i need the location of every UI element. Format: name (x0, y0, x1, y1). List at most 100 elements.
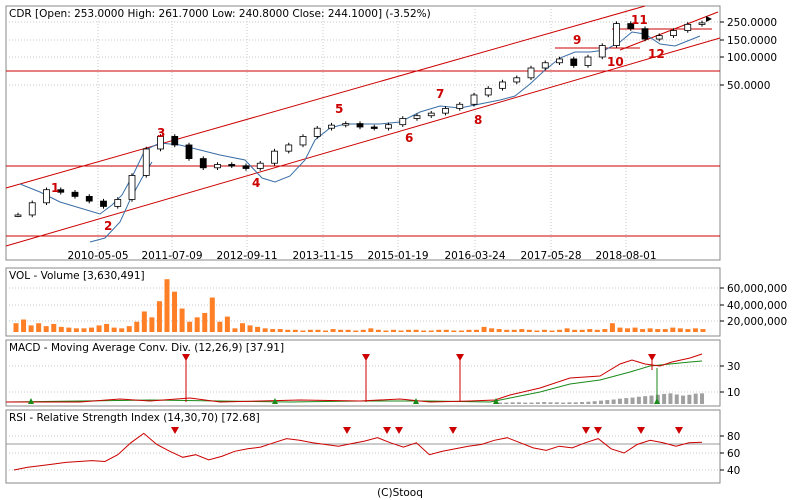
macd-hist-bar (611, 399, 616, 404)
volume-bar (36, 323, 42, 332)
candle-body (328, 124, 335, 129)
x-tick-label: 2010-05-05 (67, 250, 128, 262)
volume-bar (104, 323, 110, 332)
volume-bar (617, 327, 623, 332)
candle-body (85, 196, 93, 202)
rsi-title: RSI - Relative Strength Index (14,30,70)… (9, 412, 260, 424)
candle-body (570, 58, 578, 66)
x-axis-labels: 2010-05-05 2011-07-09 2012-09-11 2013-11… (67, 250, 656, 262)
macd-hist-bar (523, 402, 528, 404)
volume-bar (194, 317, 200, 332)
macd-hist-bar (510, 402, 515, 404)
candle-body (256, 162, 264, 169)
x-tick-label: 2017-05-28 (520, 250, 581, 262)
volume-bar (375, 329, 381, 332)
volume-bar (368, 328, 374, 332)
wave-label: 1 (51, 181, 59, 195)
macd-hist-bar (655, 394, 660, 404)
candle-body (313, 127, 321, 137)
macd-hist-bar (674, 394, 679, 404)
rsi-y-ticks: 80 60 40 (720, 431, 740, 477)
candle-body (128, 175, 136, 200)
volume-bar (13, 323, 19, 332)
y-tick-label: 80 (727, 431, 740, 443)
macd-hist-bar (504, 402, 509, 404)
y-tick-label: 40 (727, 465, 740, 477)
candle-body (185, 144, 193, 159)
macd-hist-bar (630, 397, 635, 404)
macd-hist-bar (700, 393, 704, 404)
volume-bar (209, 297, 215, 332)
candle-body (584, 56, 592, 66)
volume-bar (247, 325, 253, 332)
rsi-signal-markers (171, 427, 683, 434)
wave-label: 5 (335, 102, 343, 116)
y-tick-label: 10 (727, 387, 740, 399)
volume-bar (73, 328, 79, 332)
macd-hist-bar (516, 402, 521, 404)
candle-body (171, 136, 179, 146)
macd-hist-bar (693, 393, 698, 404)
volume-bar (292, 329, 298, 332)
macd-hist-bar (687, 394, 692, 404)
volume-bar (692, 328, 698, 332)
candle-body (413, 115, 421, 119)
x-tick-label: 2011-07-09 (141, 250, 202, 262)
macd-hist-bar (681, 395, 686, 404)
wave-label: 3 (157, 126, 165, 140)
volume-bar (572, 329, 578, 332)
candle-body (684, 23, 692, 31)
volume-bar (88, 327, 94, 332)
volume-bar (134, 321, 140, 332)
volume-bar (587, 329, 593, 332)
volume-y-ticks: 60,000,000 40,000,000 20,000,000 (720, 283, 787, 328)
candle-body (299, 136, 307, 146)
candle-body (57, 189, 65, 193)
volume-bar (647, 328, 653, 332)
volume-bar (564, 328, 570, 332)
macd-hist-bar (567, 402, 572, 404)
y-tick-label: 100.0000 (727, 52, 777, 64)
macd-hist-bar (580, 402, 585, 404)
volume-bar (458, 330, 464, 332)
macd-hist-bar (592, 401, 597, 404)
candle-body (271, 150, 278, 164)
y-tick-label: 60 (727, 448, 740, 460)
x-tick-label: 2016-03-24 (444, 250, 505, 262)
candle-body (370, 126, 378, 129)
last-price-marker (706, 16, 712, 22)
macd-hist-bar (605, 400, 610, 404)
macd-hist-bar (643, 396, 648, 404)
volume-bar (489, 328, 495, 332)
candle-body (670, 30, 677, 37)
macd-hist-bar (573, 402, 578, 404)
wave-label: 6 (405, 131, 413, 145)
volume-bar (323, 330, 329, 332)
candle-body (513, 77, 521, 83)
volume-bar (640, 329, 646, 332)
volume-bar (677, 328, 683, 332)
y-tick-label: 40,000,000 (727, 300, 787, 312)
candle-body (385, 124, 392, 129)
volume-bar (232, 328, 238, 332)
macd-panel (5, 339, 721, 407)
candle-body (242, 165, 250, 169)
volume-bar (239, 323, 245, 332)
volume-bar (504, 329, 510, 332)
volume-bar (390, 329, 396, 332)
candle-body (655, 35, 663, 40)
volume-bar (119, 328, 125, 332)
macd-hist-bar (617, 398, 622, 404)
volume-bar (496, 329, 502, 332)
volume-bar (602, 329, 608, 332)
volume-bar (43, 326, 49, 332)
macd-hist-bar (529, 402, 534, 404)
volume-bar (413, 329, 419, 332)
price-y-ticks: 250.0000 150.0000 100.0000 50.0000 (720, 17, 777, 92)
wave-label: 10 (607, 55, 624, 69)
volume-bar (156, 301, 162, 332)
candle-body (456, 103, 464, 109)
macd-hist-bar (599, 400, 603, 404)
volume-bar (202, 312, 208, 332)
candle-body (14, 214, 22, 217)
